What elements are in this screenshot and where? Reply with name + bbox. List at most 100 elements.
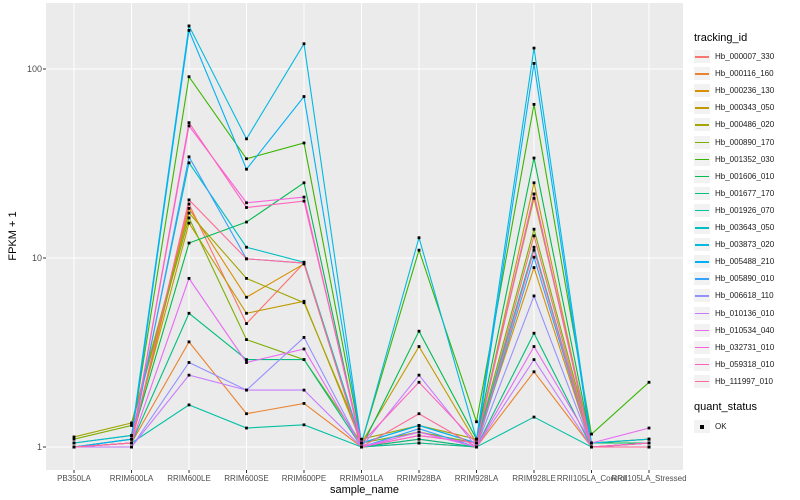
data-point: [302, 261, 306, 265]
data-point: [245, 361, 248, 364]
y-tick-label: 100: [26, 63, 42, 74]
data-point: [532, 192, 536, 196]
x-tick-label: RRIM600SE: [224, 474, 269, 483]
data-point: [302, 402, 306, 405]
data-point: [647, 380, 651, 384]
data-point: [590, 441, 593, 445]
data-point: [187, 29, 191, 32]
data-point: [187, 121, 191, 125]
legend-line-key-icon: [694, 306, 710, 320]
data-point: [245, 276, 248, 280]
data-point: [417, 248, 421, 252]
data-point: [187, 202, 191, 206]
data-point: [245, 257, 248, 261]
legend-item-label: Hb_010136_010: [715, 308, 775, 318]
legend-item: Hb_010534_040: [694, 322, 774, 339]
x-tick-label: RRIM928LA: [454, 474, 499, 483]
legend-item: Hb_000890_170: [694, 134, 774, 151]
data-point: [245, 245, 248, 249]
data-point: [187, 276, 191, 280]
legend-item: Hb_001606_010: [694, 168, 774, 185]
data-point: [245, 137, 248, 141]
data-point: [187, 311, 191, 315]
legend-item: Hb_003643_050: [694, 219, 774, 236]
data-point: [302, 199, 306, 203]
data-point: [475, 441, 478, 445]
legend-item-label: Hb_000116_160: [715, 69, 774, 79]
data-point: [475, 420, 478, 424]
data-point: [417, 434, 421, 437]
data-point: [245, 338, 248, 342]
x-tick-label: RRIM600LA: [109, 474, 154, 483]
legend-line-key-icon: [694, 323, 710, 337]
data-point: [245, 412, 248, 416]
data-point: [130, 445, 133, 449]
data-point: [302, 358, 306, 362]
legend-item-label: Hb_111997_010: [715, 376, 773, 386]
x-tick-label: RRIM928BA: [396, 474, 442, 483]
legend-line-key-icon: [694, 152, 710, 166]
data-point: [417, 236, 421, 240]
x-tick-label: RRII105LA_Stressed: [611, 474, 687, 483]
data-point: [360, 441, 363, 445]
quant-ok-key-icon: [694, 420, 710, 433]
legend-item: Hb_001926_070: [694, 202, 774, 219]
legend-line-key-icon: [694, 340, 710, 354]
x-axis-title: sample_name: [329, 484, 400, 496]
legend-item-label: Hb_010534_040: [715, 325, 775, 335]
data-point: [245, 322, 248, 325]
legend-item: Hb_111997_010: [694, 373, 773, 390]
legend-item: Hb_032731_010: [694, 339, 774, 356]
legend-line-key-icon: [694, 374, 710, 388]
legend-item: Hb_005488_210: [694, 253, 774, 270]
data-point: [72, 435, 76, 439]
data-point: [245, 358, 248, 362]
legend-item: Hb_000486_020: [694, 116, 774, 133]
legend-item: Hb_005890_010: [694, 270, 774, 287]
data-point: [72, 441, 76, 445]
data-point: [245, 426, 248, 430]
legend-item-label: OK: [715, 422, 727, 431]
legend-line-key-icon: [694, 255, 710, 269]
data-point: [187, 124, 191, 128]
data-point: [532, 227, 536, 231]
data-point: [130, 441, 133, 445]
data-point: [187, 361, 191, 364]
data-point: [302, 301, 306, 305]
legend-title-tracking-id: tracking_id: [694, 32, 748, 44]
legend-item-label: Hb_000007_330: [715, 52, 775, 61]
data-point: [532, 294, 536, 298]
data-point: [532, 156, 536, 160]
x-tick-label: RRIM928LE: [512, 474, 556, 483]
data-point: [187, 241, 191, 245]
legend-line-key-icon: [694, 289, 710, 303]
data-point: [245, 311, 248, 315]
legend-item-label: Hb_001606_010: [715, 171, 775, 181]
data-point: [187, 206, 191, 210]
legend-line-key-icon: [694, 118, 710, 132]
data-point: [130, 434, 133, 437]
legend-line-key-icon: [694, 203, 710, 217]
data-point: [417, 380, 421, 384]
data-point: [647, 437, 651, 441]
data-point: [187, 221, 191, 225]
data-point: [302, 141, 306, 145]
data-point: [187, 373, 191, 377]
legend-line-key-icon: [694, 67, 710, 81]
data-point: [302, 299, 306, 303]
data-point: [187, 155, 191, 159]
data-point: [245, 220, 248, 224]
legend-item: Hb_059318_010: [694, 356, 774, 373]
data-point: [417, 329, 421, 333]
data-point: [417, 427, 421, 431]
data-point: [532, 255, 536, 259]
legend-title-quant-status: quant_status: [694, 401, 757, 413]
data-point: [532, 345, 536, 348]
legend-item-label: Hb_001677_170: [715, 188, 775, 198]
data-point: [417, 437, 421, 441]
data-point: [245, 206, 248, 209]
data-point: [245, 167, 248, 171]
legend-item-quant-ok: OK: [694, 418, 727, 435]
data-point: [417, 345, 421, 348]
